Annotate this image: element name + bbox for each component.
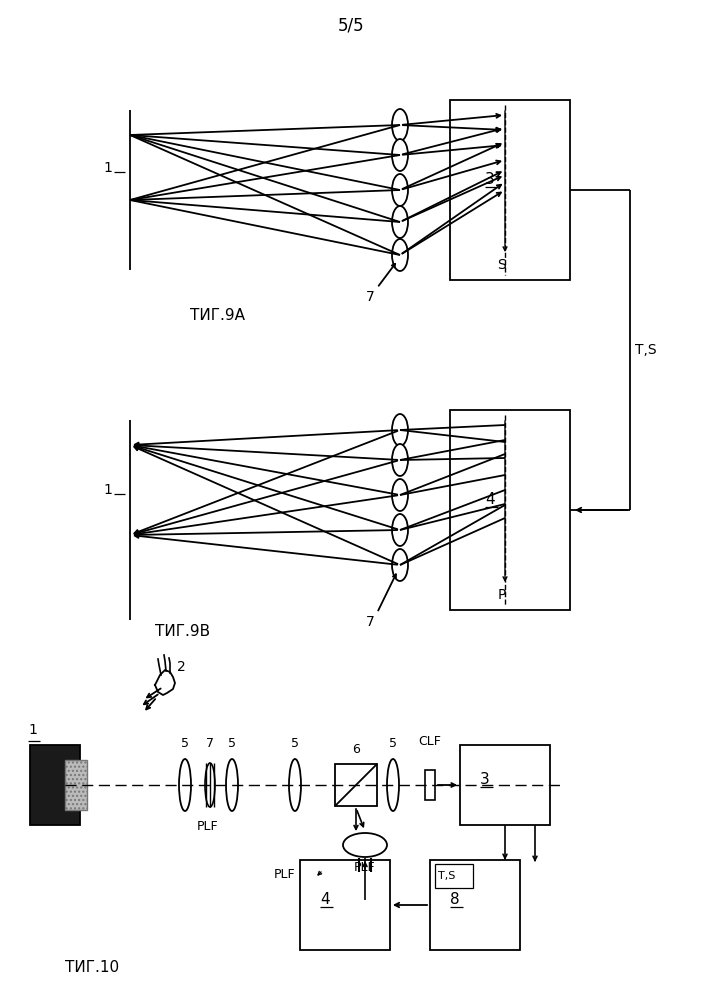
Text: 6: 6 — [352, 743, 360, 756]
Text: 2: 2 — [177, 660, 186, 674]
Bar — [347, 872, 383, 900]
Bar — [430, 860, 520, 950]
Text: ΤИГ.9А: ΤИГ.9А — [190, 308, 245, 322]
Bar — [460, 745, 550, 825]
Text: T,S: T,S — [438, 871, 456, 881]
Ellipse shape — [392, 139, 408, 171]
Text: 5/5: 5/5 — [337, 16, 364, 34]
Text: S: S — [498, 258, 506, 272]
Text: PLF: PLF — [197, 820, 219, 833]
Text: PLF: PLF — [354, 861, 376, 874]
Text: 7: 7 — [206, 737, 214, 750]
Text: P: P — [498, 588, 506, 602]
Text: ΤИГ.10: ΤИГ.10 — [65, 960, 119, 976]
Text: ΤИГ.9В: ΤИГ.9В — [155, 624, 210, 640]
Ellipse shape — [387, 759, 399, 811]
Bar — [335, 764, 377, 806]
Bar — [425, 770, 435, 800]
Bar — [65, 760, 87, 810]
Text: 1: 1 — [28, 723, 37, 737]
Bar — [450, 100, 570, 280]
Text: 1: 1 — [103, 160, 112, 174]
Ellipse shape — [392, 479, 408, 511]
Text: 7: 7 — [366, 615, 375, 629]
Text: 7: 7 — [366, 290, 375, 304]
Ellipse shape — [392, 206, 408, 238]
Ellipse shape — [392, 549, 408, 581]
Ellipse shape — [205, 763, 215, 807]
Text: 4: 4 — [485, 492, 495, 508]
Text: 4: 4 — [320, 892, 330, 908]
Text: 5: 5 — [228, 737, 236, 750]
Bar — [450, 410, 570, 610]
Ellipse shape — [392, 414, 408, 446]
Ellipse shape — [392, 174, 408, 206]
Ellipse shape — [343, 833, 387, 857]
Text: 5: 5 — [291, 737, 299, 750]
Ellipse shape — [392, 444, 408, 476]
Bar — [435, 864, 473, 888]
Bar — [30, 745, 80, 825]
Text: 3: 3 — [480, 772, 490, 788]
Text: PLF: PLF — [273, 868, 295, 882]
Text: 5: 5 — [181, 737, 189, 750]
Text: 5: 5 — [389, 737, 397, 750]
Ellipse shape — [392, 109, 408, 141]
Text: 1: 1 — [103, 483, 112, 497]
Text: CLF: CLF — [418, 735, 441, 748]
Bar — [300, 860, 390, 950]
Text: 8: 8 — [450, 892, 460, 908]
Text: 3: 3 — [485, 172, 495, 188]
Text: T,S: T,S — [635, 343, 657, 357]
Ellipse shape — [392, 514, 408, 546]
Ellipse shape — [392, 239, 408, 271]
Ellipse shape — [289, 759, 301, 811]
Ellipse shape — [226, 759, 238, 811]
Ellipse shape — [179, 759, 191, 811]
